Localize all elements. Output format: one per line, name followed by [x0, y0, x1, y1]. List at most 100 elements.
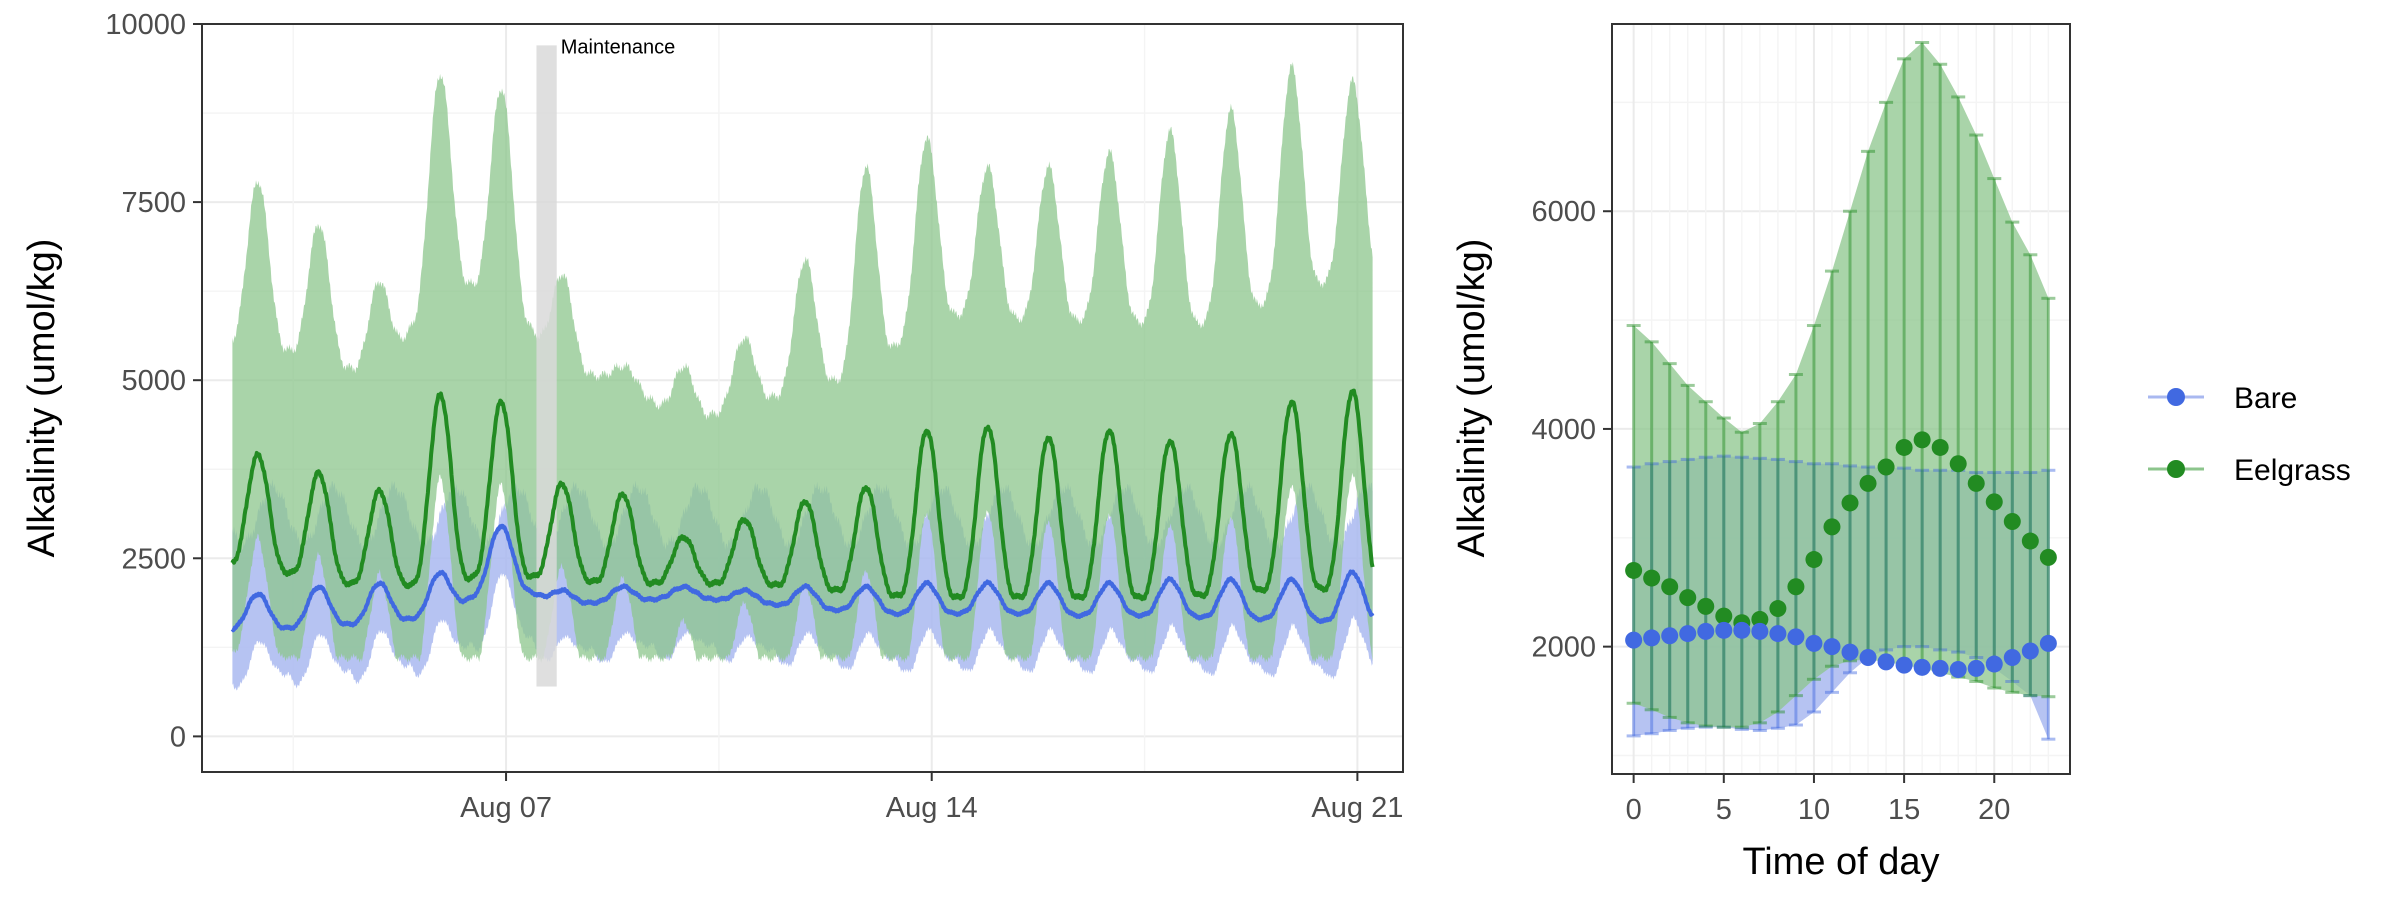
- eelgrass-mean-point: [1751, 610, 1769, 628]
- bare-error-bar: [1897, 466, 1912, 649]
- x-tick-label: Aug 21: [1311, 792, 1403, 824]
- x-tick-label: Aug 07: [460, 792, 552, 824]
- time-series-y-axis: 0 2500 5000 7500 10000: [105, 9, 202, 753]
- eelgrass-mean-point: [1805, 551, 1823, 569]
- bare-error-bar: [1752, 456, 1767, 732]
- bare-mean-point: [2021, 642, 2039, 660]
- eelgrass-error-bar: [1770, 400, 1785, 714]
- eelgrass-mean-point: [1715, 607, 1733, 625]
- eelgrass-error-bar: [1734, 430, 1749, 729]
- bare-mean-point: [1787, 628, 1805, 646]
- bare-error-bar: [2005, 470, 2020, 683]
- eelgrass-error-bar: [1969, 133, 1984, 683]
- bare-mean-point: [1769, 625, 1787, 643]
- bare-mean-point: [1859, 649, 1877, 667]
- y-tick-label: 10000: [105, 9, 186, 41]
- bare-mean-point: [1661, 627, 1679, 645]
- eelgrass-mean-point: [1769, 600, 1787, 618]
- bare-mean-point: [1841, 643, 1859, 661]
- y-tick-label: 0: [170, 721, 186, 753]
- eelgrass-mean-point: [1985, 493, 2003, 511]
- bare-error-bar: [1806, 462, 1821, 714]
- bare-error-bar: [1933, 468, 1948, 652]
- bare-mean-point: [1625, 631, 1643, 649]
- eelgrass-mean-point: [1967, 474, 1985, 492]
- y-tick-label: 2000: [1531, 632, 1596, 664]
- time-of-day-y-axis-title: Alkalinity (umol/kg): [1451, 239, 1493, 558]
- eelgrass-error-bar: [2041, 296, 2056, 699]
- bare-mean-point: [1823, 638, 1841, 656]
- bare-mean-point: [1751, 622, 1769, 640]
- legend-label-bare: Bare: [2234, 382, 2297, 415]
- time-series-x-axis: Aug 07 Aug 14 Aug 21: [460, 772, 1403, 824]
- time-of-day-points: [1625, 431, 2057, 679]
- time-of-day-y-axis: 2000 4000 6000: [1531, 196, 1612, 664]
- time-of-day-error-bars: [1626, 41, 2056, 741]
- bare-mean-point: [2003, 649, 2021, 667]
- y-tick-label: 2500: [121, 543, 186, 575]
- bare-mean-point: [1895, 656, 1913, 674]
- x-tick-label: 0: [1626, 794, 1642, 826]
- legend-label-eelgrass: Eelgrass: [2234, 454, 2351, 487]
- bare-error-bar: [2041, 468, 2056, 741]
- time-series-lines: [230, 388, 1375, 633]
- bare-error-bar: [1662, 460, 1677, 732]
- bare-error-bar: [1716, 454, 1731, 729]
- eelgrass-range-band: [1633, 42, 2049, 728]
- eelgrass-mean-point: [1823, 518, 1841, 536]
- eelgrass-mean-point: [1895, 438, 1913, 456]
- bare-mean-point: [1679, 625, 1697, 643]
- legend: Bare Eelgrass: [2148, 382, 2351, 487]
- bare-error-bar: [1698, 455, 1713, 729]
- legend-key-eelgrass-point: [2167, 460, 2185, 478]
- eelgrass-error-bar: [1752, 421, 1767, 725]
- eelgrass-mean-point: [2021, 532, 2039, 550]
- eelgrass-error-bar: [1698, 400, 1713, 728]
- eelgrass-mean-point: [1697, 597, 1715, 615]
- eelgrass-mean-point: [1859, 474, 1877, 492]
- x-tick-label: 10: [1798, 794, 1830, 826]
- legend-key-bare-point: [2167, 388, 2185, 406]
- eelgrass-mean-point: [1949, 455, 1967, 473]
- eelgrass-mean-point: [1661, 578, 1679, 596]
- eelgrass-mean-point: [1913, 431, 1931, 449]
- bare-mean-point: [1733, 621, 1751, 639]
- legend-item-bare: Bare: [2148, 382, 2297, 415]
- eelgrass-mean-point: [2039, 548, 2057, 566]
- time-of-day-panel-border: [1611, 23, 2071, 775]
- time-of-day-x-axis: 0 5 10 15 20: [1626, 774, 2010, 826]
- bare-error-bar: [1969, 470, 1984, 660]
- eelgrass-error-bar: [2023, 253, 2038, 698]
- bare-error-bar: [1644, 462, 1659, 736]
- eelgrass-error-bar: [2005, 220, 2020, 694]
- bare-mean-line: [230, 523, 1375, 633]
- eelgrass-error-bar: [1806, 324, 1821, 681]
- eelgrass-mean-point: [1931, 438, 1949, 456]
- bare-mean-point: [1697, 622, 1715, 640]
- bare-mean-point: [1931, 659, 1949, 677]
- y-tick-label: 4000: [1531, 414, 1596, 446]
- bare-mean-point: [1985, 655, 2003, 673]
- y-tick-label: 7500: [121, 187, 186, 219]
- eelgrass-mean-point: [1841, 494, 1859, 512]
- time-of-day-x-axis-title: Time of day: [1742, 841, 1939, 883]
- x-tick-label: 5: [1716, 794, 1732, 826]
- eelgrass-error-bar: [1716, 416, 1731, 729]
- bare-mean-point: [1949, 661, 1967, 679]
- bare-error-bar: [1915, 468, 1930, 649]
- bare-mean-point: [1967, 659, 1985, 677]
- time-series-panel-border: [201, 23, 1404, 773]
- bare-mean-point: [1877, 653, 1895, 671]
- bare-mean-point: [2039, 634, 2057, 652]
- legend-item-eelgrass: Eelgrass: [2148, 454, 2351, 487]
- y-tick-label: 6000: [1531, 196, 1596, 228]
- eelgrass-mean-point: [1643, 569, 1661, 587]
- maintenance-label: Maintenance: [561, 36, 676, 58]
- bare-error-bar: [1734, 455, 1749, 731]
- bare-error-bar: [1626, 465, 1641, 738]
- eelgrass-error-bar: [1644, 340, 1659, 712]
- eelgrass-error-bar: [1987, 177, 2002, 690]
- time-series-y-axis-title: Alkalinity (umol/kg): [21, 239, 63, 558]
